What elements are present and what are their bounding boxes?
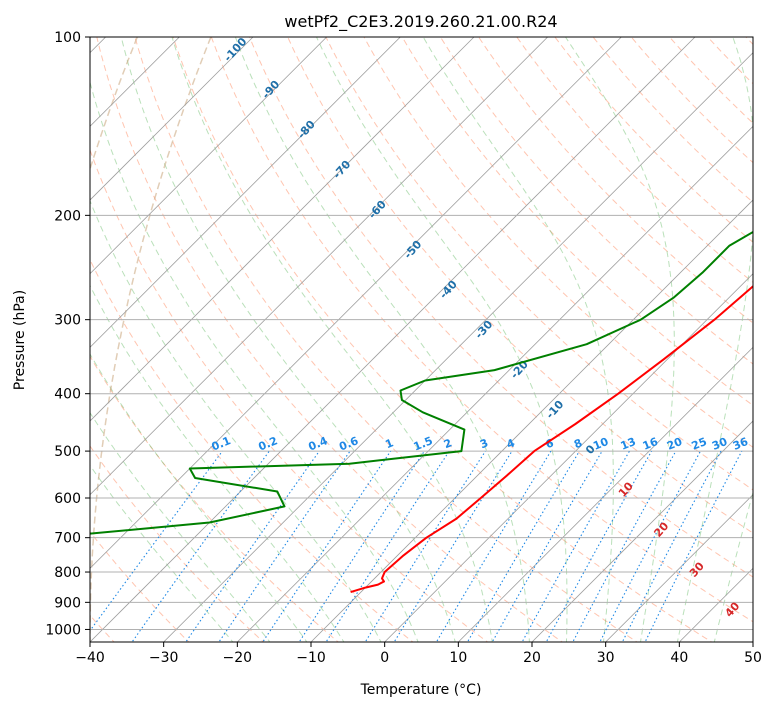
mixing-ratio-label: 2: [442, 436, 454, 451]
plot-area: 0.1 0.2 0.4 0.6 1 1.5 2 3 4 6 8 10 13 16 20 25 30 36-100-…: [90, 37, 753, 642]
x-tick-label: −20: [223, 650, 253, 666]
x-tick-label: −30: [149, 650, 179, 666]
isotherm: [310, 199, 753, 642]
y-tick-label: 300: [54, 313, 81, 329]
isotherm: [237, 125, 753, 642]
y-tick-label: 1000: [45, 622, 81, 638]
mixing-ratio-line: [572, 450, 677, 642]
mixing-ratio-label: 16: [641, 435, 660, 453]
mixing-ratio-label: 13: [619, 435, 638, 453]
mixing-ratio-label: 30: [710, 435, 729, 453]
isotherm: [90, 37, 696, 642]
mixing-ratio-line: [599, 450, 701, 642]
y-tick-label: 100: [54, 30, 81, 46]
x-axis-label: Temperature (°C): [360, 682, 482, 698]
mixing-ratio-label: 20: [665, 435, 684, 453]
mixing-ratio-line: [90, 450, 223, 632]
mixing-ratio-label: 8: [572, 436, 584, 451]
isotherm: [90, 37, 327, 275]
mixing-ratio-line: [218, 450, 351, 642]
dry-adiabat: [90, 148, 489, 642]
isotherm: [384, 273, 753, 642]
mixing-ratio-line: [466, 450, 580, 642]
dewpoint-profile: [90, 230, 753, 535]
isotherm: [90, 37, 622, 569]
isotherm: [163, 52, 753, 642]
x-tick-label: −10: [296, 650, 326, 666]
temperature-profile: [350, 285, 753, 594]
isotherm: [90, 37, 254, 201]
dry-adiabat: [287, 37, 753, 534]
dry-adiabat: [90, 258, 414, 642]
dry-adiabat: [325, 37, 753, 491]
x-tick-label: 20: [523, 650, 541, 666]
y-tick-label: 200: [54, 208, 81, 224]
mixing-ratio-line: [262, 450, 392, 642]
dry-adiabat: [248, 37, 753, 578]
y-tick-label: 700: [54, 531, 81, 547]
moist-adiabat: [90, 199, 382, 642]
chart-title: wetPf2_C2E3.2019.260.21.00.R24: [284, 12, 557, 32]
mixing-ratio-line: [298, 450, 425, 642]
mixing-ratio-label: 10: [591, 435, 610, 453]
x-tick-label: 10: [449, 650, 467, 666]
mixing-ratio-label: 36: [731, 435, 750, 453]
mixing-ratio-label: 25: [690, 435, 709, 453]
x-tick-label: 50: [744, 650, 762, 666]
axes: −40 −30 −20 −10 0 10 20 30 40 50 100 200 300 400 500 60…: [45, 30, 762, 666]
mixing-ratio-line: [364, 450, 486, 642]
x-tick-label: 30: [597, 650, 615, 666]
mixing-ratio-line: [621, 450, 722, 642]
mixing-ratio-line: [131, 450, 270, 642]
mixing-ratio-label: 1: [383, 436, 395, 451]
y-tick-label: 500: [54, 444, 81, 460]
y-tick-label: 600: [54, 491, 81, 507]
isotherm: [90, 37, 401, 348]
isotherm: [605, 494, 753, 642]
isotherm: [90, 37, 475, 422]
y-axis-label: Pressure (hPa): [12, 290, 28, 390]
x-tick-label: 0: [380, 650, 389, 666]
x-tick-label: −40: [75, 650, 105, 666]
y-tick-label: 900: [54, 595, 81, 611]
isotherm: [458, 346, 753, 642]
plot-frame: [89, 36, 754, 643]
isotherm: [531, 420, 753, 642]
y-tick-label: 800: [54, 565, 81, 581]
mixing-ratio-line: [393, 450, 513, 642]
mixing-ratio-line: [185, 450, 320, 642]
lcl-curve: [90, 37, 212, 642]
mixing-ratio-label: 3: [478, 436, 490, 451]
moist-adiabat: [90, 80, 419, 642]
mixing-ratio-line: [325, 450, 450, 642]
isotherm: [90, 37, 548, 496]
y-tick-label: 400: [54, 387, 81, 403]
x-tick-label: 40: [670, 650, 688, 666]
